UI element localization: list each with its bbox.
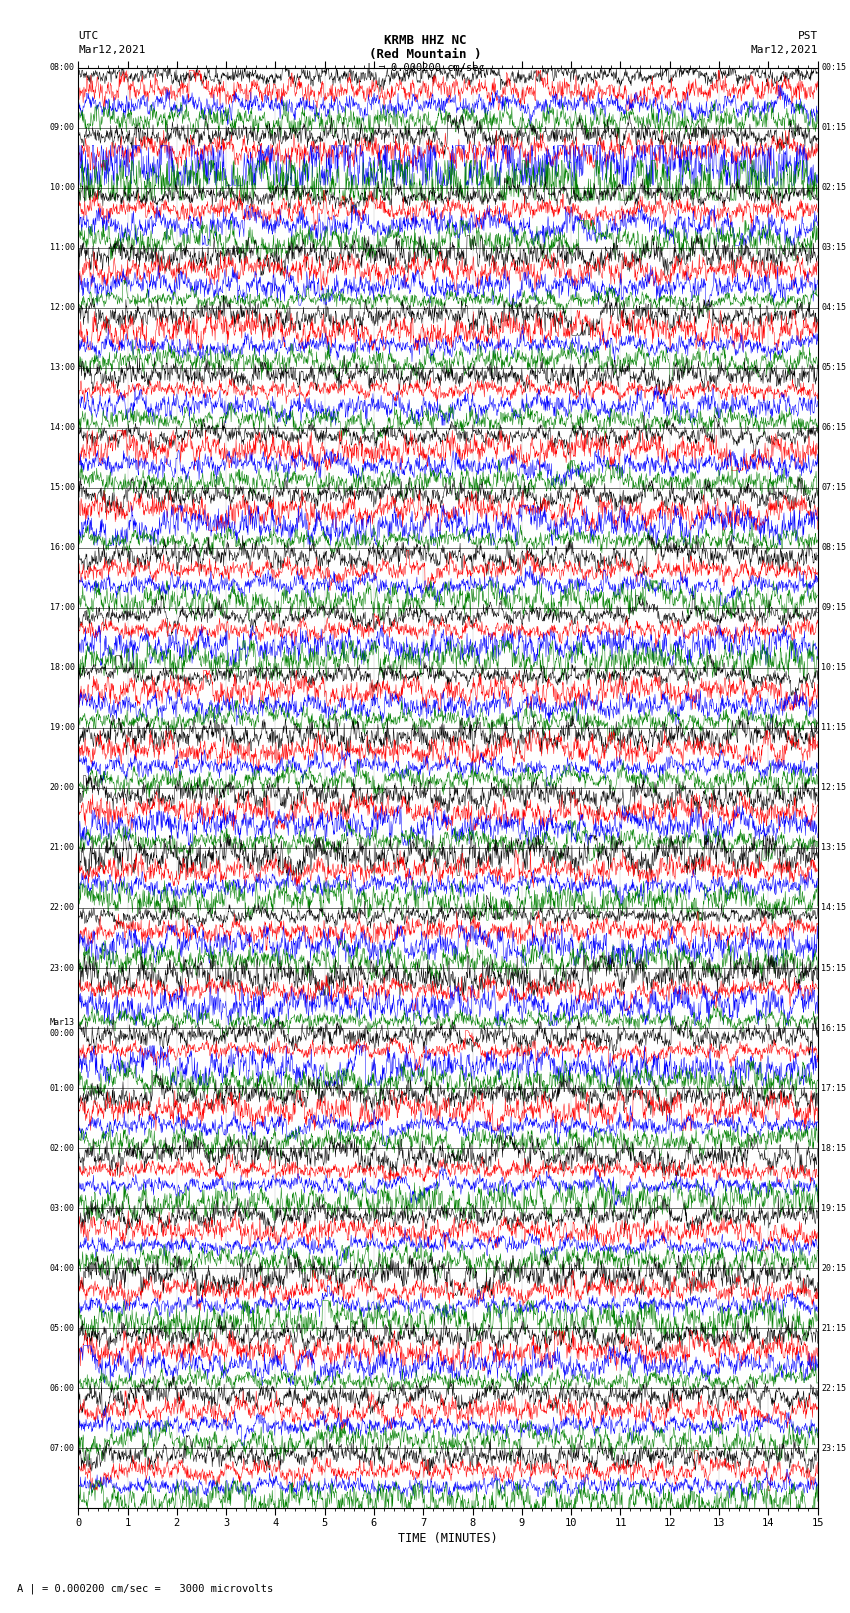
Text: 08:15: 08:15 [821, 544, 847, 552]
Text: 13:00: 13:00 [49, 363, 75, 373]
Text: 17:00: 17:00 [49, 603, 75, 613]
Text: 05:15: 05:15 [821, 363, 847, 373]
Text: 10:15: 10:15 [821, 663, 847, 673]
Text: 02:00: 02:00 [49, 1144, 75, 1153]
Text: 19:00: 19:00 [49, 724, 75, 732]
Text: 05:00: 05:00 [49, 1324, 75, 1332]
Text: A | = 0.000200 cm/sec =   3000 microvolts: A | = 0.000200 cm/sec = 3000 microvolts [17, 1582, 273, 1594]
Text: 13:15: 13:15 [821, 844, 847, 852]
Text: (Red Mountain ): (Red Mountain ) [369, 48, 481, 61]
Text: 10:00: 10:00 [49, 184, 75, 192]
Text: 01:00: 01:00 [49, 1084, 75, 1092]
Text: 07:00: 07:00 [49, 1444, 75, 1453]
X-axis label: TIME (MINUTES): TIME (MINUTES) [398, 1532, 498, 1545]
Text: 03:00: 03:00 [49, 1203, 75, 1213]
Text: 08:00: 08:00 [49, 63, 75, 73]
Text: 04:00: 04:00 [49, 1263, 75, 1273]
Text: 06:15: 06:15 [821, 423, 847, 432]
Text: 09:00: 09:00 [49, 123, 75, 132]
Text: 00:15: 00:15 [821, 63, 847, 73]
Text: 04:15: 04:15 [821, 303, 847, 313]
Text: | = 0.000200 cm/sec: | = 0.000200 cm/sec [366, 63, 484, 74]
Text: 18:15: 18:15 [821, 1144, 847, 1153]
Text: PST: PST [797, 31, 818, 40]
Text: 15:15: 15:15 [821, 963, 847, 973]
Text: 14:00: 14:00 [49, 423, 75, 432]
Text: 22:00: 22:00 [49, 903, 75, 913]
Text: 20:15: 20:15 [821, 1263, 847, 1273]
Text: 18:00: 18:00 [49, 663, 75, 673]
Text: 14:15: 14:15 [821, 903, 847, 913]
Text: 03:15: 03:15 [821, 244, 847, 252]
Text: 12:15: 12:15 [821, 784, 847, 792]
Text: 16:15: 16:15 [821, 1024, 847, 1032]
Text: 07:15: 07:15 [821, 484, 847, 492]
Text: 01:15: 01:15 [821, 123, 847, 132]
Text: 16:00: 16:00 [49, 544, 75, 552]
Text: 02:15: 02:15 [821, 184, 847, 192]
Text: 21:00: 21:00 [49, 844, 75, 852]
Text: 17:15: 17:15 [821, 1084, 847, 1092]
Text: 06:00: 06:00 [49, 1384, 75, 1392]
Text: 15:00: 15:00 [49, 484, 75, 492]
Text: 21:15: 21:15 [821, 1324, 847, 1332]
Text: 19:15: 19:15 [821, 1203, 847, 1213]
Text: UTC: UTC [78, 31, 99, 40]
Text: 09:15: 09:15 [821, 603, 847, 613]
Text: 11:15: 11:15 [821, 724, 847, 732]
Text: Mar12,2021: Mar12,2021 [751, 45, 818, 55]
Text: KRMB HHZ NC: KRMB HHZ NC [383, 34, 467, 47]
Text: 23:00: 23:00 [49, 963, 75, 973]
Text: 11:00: 11:00 [49, 244, 75, 252]
Text: Mar13
00:00: Mar13 00:00 [49, 1018, 75, 1037]
Text: 12:00: 12:00 [49, 303, 75, 313]
Text: 20:00: 20:00 [49, 784, 75, 792]
Text: 23:15: 23:15 [821, 1444, 847, 1453]
Text: Mar12,2021: Mar12,2021 [78, 45, 145, 55]
Text: 22:15: 22:15 [821, 1384, 847, 1392]
